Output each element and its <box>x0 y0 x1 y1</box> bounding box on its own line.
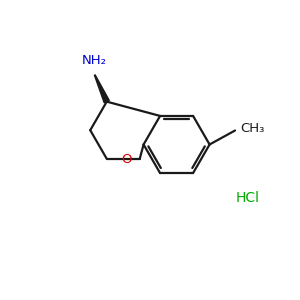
Text: NH₂: NH₂ <box>81 54 106 67</box>
Text: O: O <box>121 153 132 166</box>
Text: HCl: HCl <box>236 191 260 205</box>
Polygon shape <box>94 75 109 103</box>
Text: CH₃: CH₃ <box>240 122 264 135</box>
